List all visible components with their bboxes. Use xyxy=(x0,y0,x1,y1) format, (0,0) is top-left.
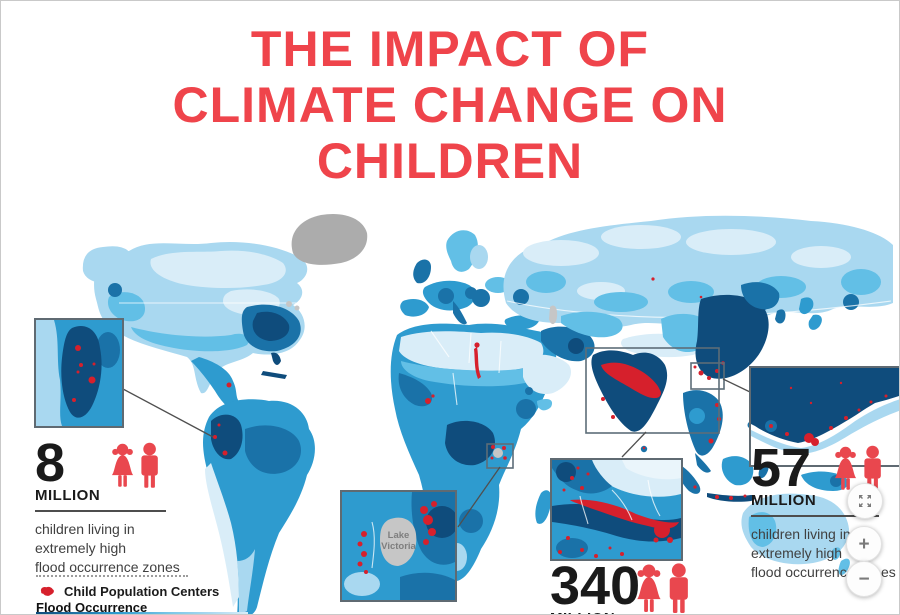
stat-unit: MILLION xyxy=(751,492,817,509)
region-europe xyxy=(400,230,511,325)
region-middle-east xyxy=(504,315,595,395)
region-rect-south-asia xyxy=(585,347,720,434)
region-australia xyxy=(741,493,850,576)
inset-south-america xyxy=(34,318,124,428)
stat-south-asia: 340 MILLION xyxy=(550,556,710,615)
leader-line-lake-victoria xyxy=(457,466,501,528)
leader-line-south-asia xyxy=(621,431,647,458)
leader-line-south-america xyxy=(122,388,214,438)
population-center-icon xyxy=(40,586,54,596)
map-extent-button[interactable] xyxy=(847,483,883,519)
children-figures-icon xyxy=(111,442,158,488)
title-line-3: CHILDREN xyxy=(316,133,584,189)
region-greenland xyxy=(291,213,368,265)
leader-line-china xyxy=(722,378,751,393)
zoom-out-button[interactable]: − xyxy=(846,561,882,597)
stat-unit: MILLION xyxy=(35,487,101,504)
expand-arrows-icon xyxy=(859,495,871,507)
stat-value: 8 xyxy=(35,433,66,493)
stat-value: 340 xyxy=(550,556,641,615)
minus-icon: − xyxy=(858,568,870,590)
legend-flood-label: Flood Occurrence xyxy=(36,600,148,615)
inset-south-asia xyxy=(550,458,683,561)
inset-lake-victoria: Lake Victoria xyxy=(340,490,457,602)
stat-value: 57 xyxy=(751,438,812,498)
zoom-in-button[interactable]: + xyxy=(846,526,882,562)
flood-occurrence-ramp xyxy=(36,612,248,614)
region-rect-china xyxy=(690,362,725,390)
stat-description: children living in extremely high flood … xyxy=(35,521,180,575)
region-east-asia xyxy=(661,282,822,382)
stat-unit: MILLION xyxy=(550,610,710,614)
stat-underline xyxy=(751,515,879,517)
title-line-2: CLIMATE CHANGE ON xyxy=(172,77,728,133)
stat-south-america: 8 MILLION children living in extremely h… xyxy=(35,433,210,577)
stat-east-asia: 57 MILLION children living in extremely … xyxy=(751,438,899,582)
region-south-america xyxy=(203,399,315,614)
lake-victoria-label: Lake Victoria xyxy=(381,530,416,552)
region-asia-north xyxy=(503,215,893,358)
page-title: THE IMPACT OF CLIMATE CHANGE ON CHILDREN xyxy=(1,21,899,189)
plus-icon: + xyxy=(858,533,870,555)
stat-underline xyxy=(35,510,166,512)
legend-population: Child Population Centers xyxy=(39,584,219,599)
legend-population-label: Child Population Centers xyxy=(64,584,220,599)
region-north-america xyxy=(82,241,308,417)
title-line-1: THE IMPACT OF xyxy=(250,21,650,77)
region-india xyxy=(591,350,668,453)
children-figures-icon xyxy=(637,563,688,614)
legend-divider xyxy=(36,575,188,577)
